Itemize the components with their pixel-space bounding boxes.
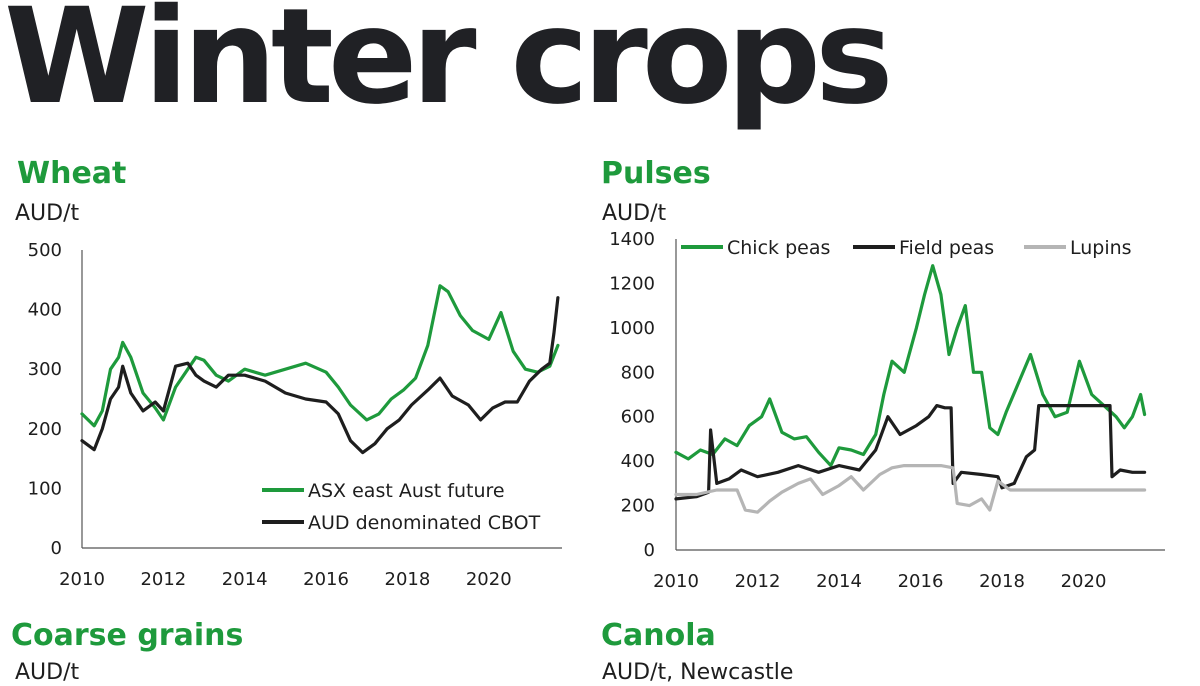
pulses-y-tick-label: 800	[621, 362, 655, 383]
pulses-x-tick-label: 2016	[898, 571, 944, 592]
page-title: Winter crops	[4, 0, 894, 134]
pulses-y-tick-label: 0	[644, 540, 655, 561]
pulses-y-tick-label: 1000	[609, 318, 655, 339]
wheat-panel-title: Wheat	[17, 156, 127, 191]
pulses-series-field-peas	[674, 404, 1147, 501]
wheat-series-aud-denominated-cbot	[80, 296, 560, 455]
wheat-x-tick-label: 2018	[385, 569, 431, 590]
pulses-x-tick-label: 2014	[816, 571, 862, 592]
pulses-legend-label: Field peas	[899, 237, 994, 259]
pulses-x-tick-label: 2012	[735, 571, 781, 592]
pulses-y-tick-label: 200	[621, 496, 655, 517]
wheat-y-tick-label: 300	[28, 359, 62, 380]
pulses-chart: 0 200 400 600 800 1000 1200 1400 2010 2012 2014 201…	[609, 229, 1165, 592]
wheat-x-tick-label: 2016	[303, 569, 349, 590]
wheat-legend-label: ASX east Aust future	[308, 480, 505, 502]
wheat-x-tick-label: 2012	[140, 569, 186, 590]
pulses-y-tick-label: 400	[621, 451, 655, 472]
canola-panel-title: Canola	[601, 618, 716, 653]
pulses-legend-label: Chick peas	[727, 237, 830, 259]
coarse-grains-unit-label: AUD/t	[15, 660, 80, 685]
pulses-x-tick-label: 2020	[1061, 571, 1107, 592]
pulses-series-chick-peas	[674, 264, 1147, 468]
coarse-grains-panel-title: Coarse grains	[11, 618, 244, 653]
canola-unit-label: AUD/t, Newcastle	[602, 660, 794, 685]
wheat-y-tick-label: 500	[28, 240, 62, 261]
wheat-y-tick-label: 0	[51, 538, 62, 559]
pulses-y-tick-label: 1200	[609, 273, 655, 294]
wheat-x-tick-label: 2020	[466, 569, 512, 590]
wheat-y-tick-label: 200	[28, 419, 62, 440]
pulses-panel-title: Pulses	[601, 156, 711, 191]
wheat-series-asx-east-aust-future	[80, 284, 560, 428]
pulses-legend-label: Lupins	[1070, 237, 1132, 259]
wheat-chart: 0 100 200 300 400 500 2010 2012 2014 2016 2018 2020…	[28, 240, 562, 590]
wheat-x-tick-label: 2014	[222, 569, 268, 590]
pulses-x-tick-label: 2010	[653, 571, 699, 592]
pulses-series-lupins	[674, 464, 1147, 514]
pulses-y-tick-label: 1400	[609, 229, 655, 250]
wheat-y-tick-label: 400	[28, 300, 62, 321]
wheat-unit-label: AUD/t	[15, 201, 80, 226]
wheat-x-tick-label: 2010	[59, 569, 105, 590]
wheat-y-tick-label: 100	[28, 478, 62, 499]
pulses-x-tick-label: 2018	[979, 571, 1025, 592]
wheat-legend-label: AUD denominated CBOT	[308, 512, 541, 534]
pulses-y-tick-label: 600	[621, 407, 655, 428]
pulses-unit-label: AUD/t	[602, 201, 667, 226]
